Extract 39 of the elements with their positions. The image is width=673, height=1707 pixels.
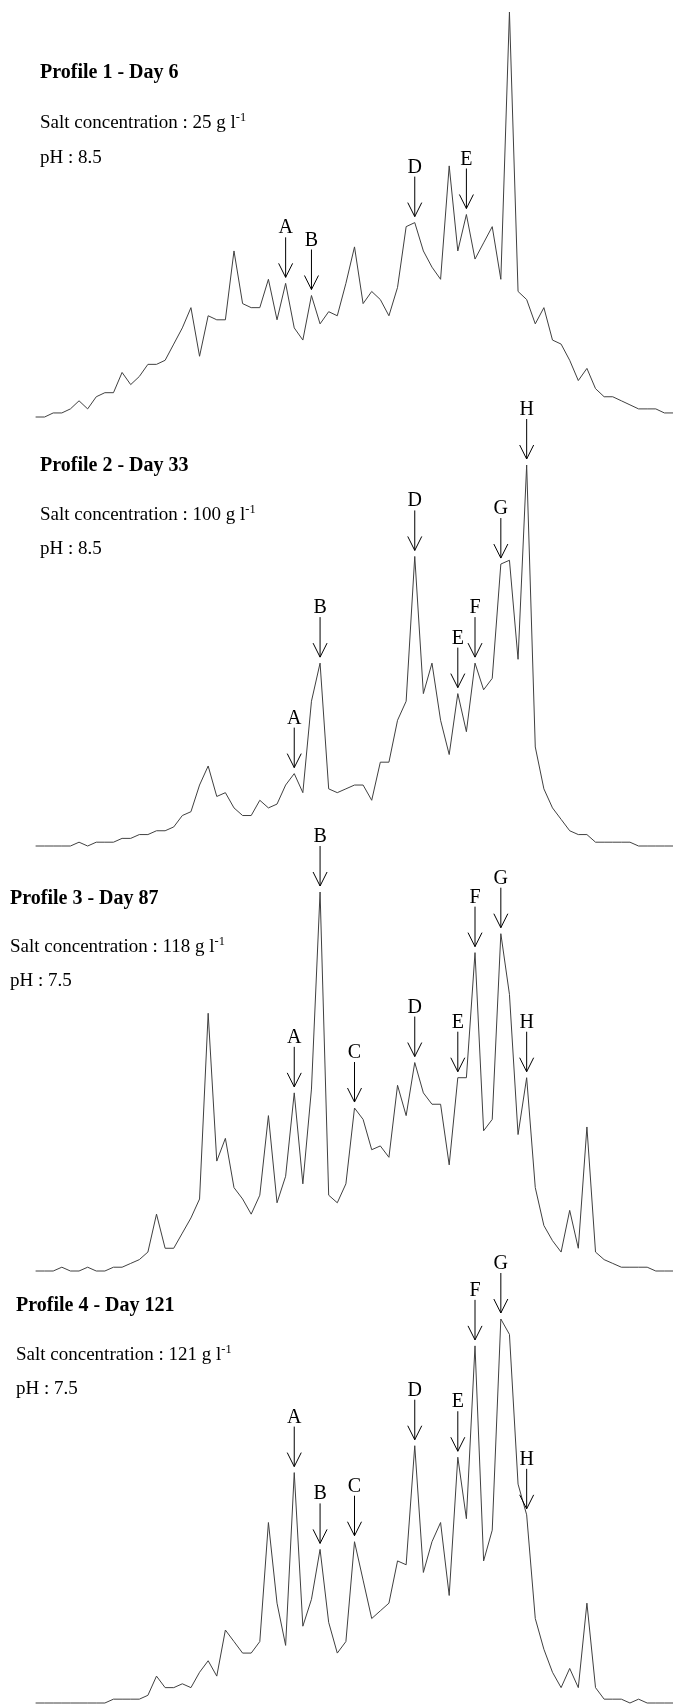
chart-title: Profile 4 - Day 121 <box>16 1293 175 1316</box>
x-tick-label: E <box>460 146 473 169</box>
chart-title: Profile 2 - Day 33 <box>40 453 189 476</box>
annotation: pH : 8.5 <box>40 537 102 558</box>
x-tick-label: G <box>493 865 509 888</box>
chart-title: Profile 3 - Day 87 <box>10 886 159 909</box>
x-tick-label: A <box>287 1404 303 1427</box>
annotation: pH : 7.5 <box>10 969 72 990</box>
x-tick-label: G <box>493 1251 509 1273</box>
x-tick-label: D <box>407 154 422 177</box>
x-tick-label: B <box>313 824 327 846</box>
x-tick-label: H <box>519 1446 534 1469</box>
x-tick-label: B <box>313 1481 327 1504</box>
text: Profile 1 - Day 6 <box>40 60 179 83</box>
x-tick-label: A <box>278 215 294 238</box>
x-tick-label: B <box>304 227 319 250</box>
annotation: pH : 8.5 <box>40 146 102 167</box>
text: Salt concentration : 100 g l$^{-1}$ <box>40 502 256 524</box>
x-tick-label: H <box>519 1009 534 1032</box>
x-tick-label: E <box>451 1009 464 1032</box>
x-tick-label: F <box>469 1277 481 1300</box>
x-tick-label: G <box>493 496 509 519</box>
x-tick-label: D <box>407 994 422 1017</box>
x-tick-label: C <box>347 1473 362 1496</box>
x-tick-label: D <box>407 1377 422 1400</box>
x-tick-label: C <box>347 1040 362 1063</box>
x-tick-label: D <box>407 488 422 511</box>
x-tick-label: B <box>313 595 327 618</box>
x-tick-label: E <box>451 1389 464 1412</box>
text: Salt concentration : 121 g l$^{-1}$ <box>16 1342 232 1364</box>
x-tick-label: F <box>469 884 481 907</box>
annotation: pH : 7.5 <box>16 1377 78 1398</box>
x-tick-label: F <box>469 595 481 618</box>
x-tick-label: A <box>287 1024 303 1047</box>
x-tick-label: A <box>287 705 303 728</box>
x-tick-label: H <box>519 397 534 419</box>
x-tick-label: E <box>451 625 464 648</box>
text: Salt concentration : 25 g l$^{-1}$ <box>40 110 247 132</box>
text: Salt concentration : 118 g l$^{-1}$ <box>10 934 225 956</box>
